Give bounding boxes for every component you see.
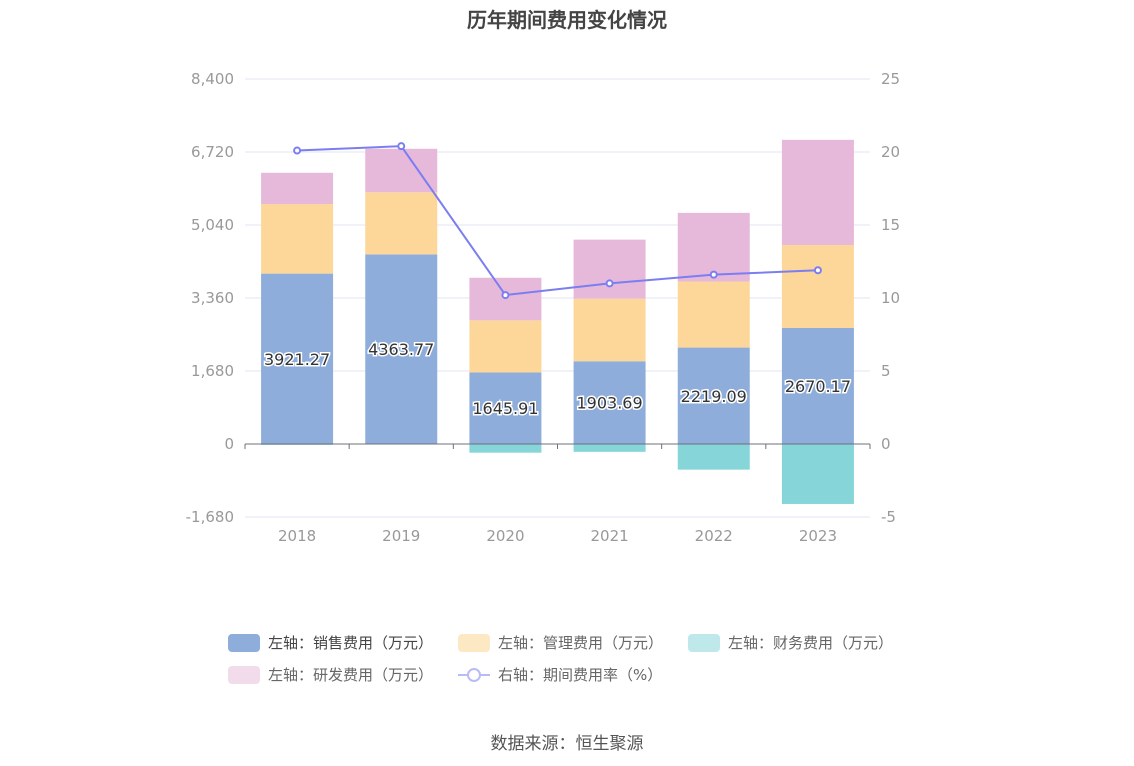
legend-line-icon xyxy=(458,667,490,682)
bar-segment-0 xyxy=(677,347,750,444)
right-tick-label: 25 xyxy=(881,70,900,88)
legend-item-rnd[interactable]: 左轴：研发费用（万元） xyxy=(228,664,433,685)
right-tick-label: -5 xyxy=(881,508,896,526)
left-tick-label: 5,040 xyxy=(191,216,234,234)
bar-data-label: 4363.77 xyxy=(368,340,434,359)
left-tick-label: 1,680 xyxy=(191,362,234,380)
bar-segment-0 xyxy=(261,273,334,444)
left-tick-label: 6,720 xyxy=(191,143,234,161)
expense-rate-point xyxy=(293,146,302,155)
legend-label-expense-rate: 右轴：期间费用率（%） xyxy=(498,666,663,684)
legend-label-finance: 左轴：财务费用（万元） xyxy=(728,634,894,652)
right-tick-label: 15 xyxy=(881,216,900,234)
x-axis: 2018 2019 2020 2021 2022 2023 xyxy=(278,527,837,545)
legend-label-sales: 左轴：销售费用（万元） xyxy=(268,634,434,652)
expense-rate-line xyxy=(297,145,818,297)
right-tick-label: 0 xyxy=(881,435,891,453)
bar-data-label: 1903.69 xyxy=(576,394,642,413)
bar-data-label: 2670.17 xyxy=(785,377,851,396)
bar-segment-0 xyxy=(365,254,438,444)
right-axis: 25 20 15 10 5 0 -5 xyxy=(881,70,900,526)
bar-segment-1 xyxy=(573,298,646,362)
x-tick-label: 2022 xyxy=(695,527,733,545)
legend-swatch-finance xyxy=(688,633,720,652)
x-tick-label: 2023 xyxy=(799,527,837,545)
legend-label-rnd: 左轴：研发费用（万元） xyxy=(268,666,434,684)
expense-rate-point xyxy=(813,266,822,275)
legend-item-expense-rate[interactable]: 右轴：期间费用率（%） xyxy=(458,664,662,685)
bar-segment-1 xyxy=(469,320,542,373)
bar-segment-2 xyxy=(781,444,854,504)
legend-label-admin: 左轴：管理费用（万元） xyxy=(498,634,664,652)
left-tick-label: 3,360 xyxy=(191,289,234,307)
legend-item-admin[interactable]: 左轴：管理费用（万元） xyxy=(458,632,663,653)
bar-segment-2 xyxy=(677,444,750,470)
data-source: 数据来源：恒生聚源 xyxy=(490,734,644,754)
chart-title: 历年期间费用变化情况 xyxy=(467,8,667,32)
bar-segment-1 xyxy=(365,192,438,255)
chart-plot: 8,400 6,720 5,040 3,360 1,680 0 -1,680 25 20 15 1… xyxy=(186,70,900,545)
bar-data-labels: 3921.27 4363.77 1645.91 1903.69 2219.09 2670.… xyxy=(262,339,852,420)
bar-series xyxy=(261,139,854,504)
x-tick-label: 2021 xyxy=(590,527,628,545)
bar-segment-1 xyxy=(677,281,750,348)
x-tick-label: 2020 xyxy=(486,527,524,545)
bar-data-label: 3921.27 xyxy=(264,350,330,369)
legend-item-finance[interactable]: 左轴：财务费用（万元） xyxy=(688,632,893,653)
bar-data-label: 2219.09 xyxy=(681,387,747,406)
bar-segment-3 xyxy=(365,148,438,193)
expense-rate-point xyxy=(605,279,614,288)
expense-rate-point xyxy=(397,142,406,151)
legend-swatch-sales xyxy=(228,633,260,652)
legend-swatch-rnd xyxy=(228,665,260,684)
bar-segment-2 xyxy=(469,444,542,453)
gridlines xyxy=(245,78,870,518)
left-axis: 8,400 6,720 5,040 3,360 1,680 0 -1,680 xyxy=(186,70,234,526)
bar-segment-0 xyxy=(781,327,854,444)
expense-rate-point xyxy=(501,291,510,300)
legend-item-sales[interactable]: 左轴：销售费用（万元） xyxy=(228,632,433,653)
bar-segment-2 xyxy=(573,444,646,452)
left-tick-label: -1,680 xyxy=(186,508,234,526)
bar-segment-3 xyxy=(677,212,750,282)
bar-segment-3 xyxy=(261,172,334,205)
line-series xyxy=(293,142,822,300)
bar-segment-0 xyxy=(469,372,542,444)
expense-rate-point xyxy=(709,270,718,279)
bar-segment-3 xyxy=(781,139,854,245)
bar-data-label: 1645.91 xyxy=(472,399,538,418)
bar-segment-3 xyxy=(573,239,646,299)
left-tick-label: 8,400 xyxy=(191,70,234,88)
x-tick-label: 2019 xyxy=(382,527,420,545)
right-tick-label: 10 xyxy=(881,289,900,307)
x-tick-label: 2018 xyxy=(278,527,316,545)
bar-segment-1 xyxy=(781,244,854,328)
right-tick-label: 5 xyxy=(881,362,891,380)
left-tick-label: 0 xyxy=(224,435,234,453)
bar-segment-0 xyxy=(573,361,646,444)
legend-swatch-admin xyxy=(458,633,490,652)
right-tick-label: 20 xyxy=(881,143,900,161)
zero-axis-line xyxy=(244,443,871,449)
bar-segment-1 xyxy=(261,204,334,274)
